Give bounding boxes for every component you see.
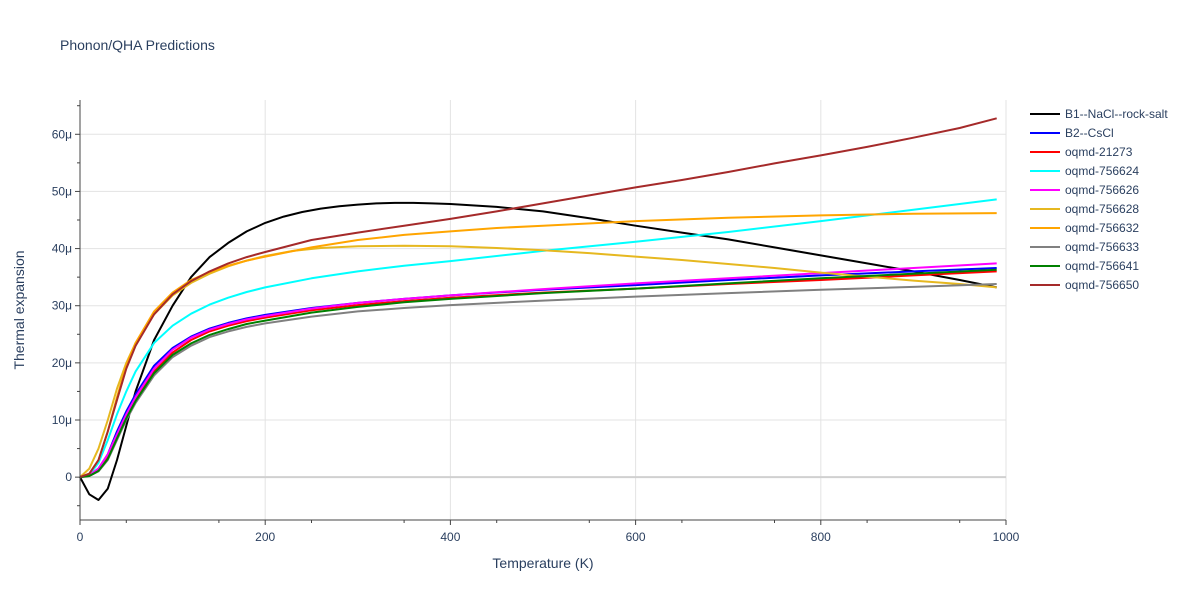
x-tick-label: 400: [440, 530, 460, 544]
chart-title: Phonon/QHA Predictions: [60, 37, 215, 53]
series-line-oqmd-756633: [79, 283, 997, 479]
legend-item[interactable]: B2--CsCl: [1030, 126, 1114, 140]
series-line-oqmd-756650: [79, 117, 997, 479]
axes: [79, 100, 1006, 521]
legend-item[interactable]: oqmd-756628: [1030, 202, 1139, 216]
x-tick-label: 0: [77, 530, 84, 544]
legend-item[interactable]: oqmd-756633: [1030, 240, 1139, 254]
x-tick-label: 200: [255, 530, 275, 544]
series-line-oqmd-756641: [79, 268, 997, 479]
series-line-B1--NaCl--rock-salt: [79, 201, 997, 501]
y-tick-label: 30μ: [52, 299, 72, 313]
legend-label: oqmd-756628: [1065, 202, 1139, 216]
legend-item[interactable]: oqmd-756650: [1030, 278, 1139, 292]
legend[interactable]: B1--NaCl--rock-salt B2--CsCl oqmd-21273 oqm…: [1030, 107, 1168, 292]
series-line-oqmd-756632: [79, 212, 997, 479]
series-line-B2--CsCl: [79, 267, 997, 479]
x-tick-label: 600: [626, 530, 646, 544]
series-layer: [79, 117, 997, 501]
y-axis-title: Thermal expansion: [11, 250, 27, 369]
y-tick-label: 0: [65, 470, 72, 484]
legend-label: oqmd-756626: [1065, 183, 1139, 197]
x-tick-label: 800: [811, 530, 831, 544]
series-line-oqmd-756624: [79, 198, 997, 479]
legend-label: oqmd-21273: [1065, 145, 1133, 159]
grid: [80, 100, 1007, 520]
series-line-oqmd-756628: [79, 244, 997, 478]
legend-label: oqmd-756633: [1065, 240, 1139, 254]
legend-item[interactable]: oqmd-756624: [1030, 164, 1139, 178]
series-line-oqmd-756626: [79, 262, 997, 479]
y-tick-label: 60μ: [52, 127, 72, 141]
x-axis-title: Temperature (K): [492, 555, 593, 571]
legend-item[interactable]: oqmd-756632: [1030, 221, 1139, 235]
y-ticks: 0 10μ 20μ 30μ 40μ 50μ 60μ: [52, 105, 80, 507]
x-ticks: 0 200 400 600 800 1000: [77, 520, 1020, 544]
legend-item[interactable]: oqmd-756626: [1030, 183, 1139, 197]
y-tick-label: 40μ: [52, 242, 72, 256]
y-tick-label: 50μ: [52, 184, 72, 198]
y-tick-label: 20μ: [52, 356, 72, 370]
legend-item[interactable]: oqmd-756641: [1030, 259, 1139, 273]
legend-label: B2--CsCl: [1065, 126, 1114, 140]
legend-label: oqmd-756624: [1065, 164, 1139, 178]
legend-item[interactable]: B1--NaCl--rock-salt: [1030, 107, 1168, 121]
legend-label: oqmd-756632: [1065, 221, 1139, 235]
y-tick-label: 10μ: [52, 413, 72, 427]
legend-label: oqmd-756650: [1065, 278, 1139, 292]
legend-item[interactable]: oqmd-21273: [1030, 145, 1133, 159]
legend-label: oqmd-756641: [1065, 259, 1139, 273]
legend-label: B1--NaCl--rock-salt: [1065, 107, 1168, 121]
x-tick-label: 1000: [993, 530, 1020, 544]
